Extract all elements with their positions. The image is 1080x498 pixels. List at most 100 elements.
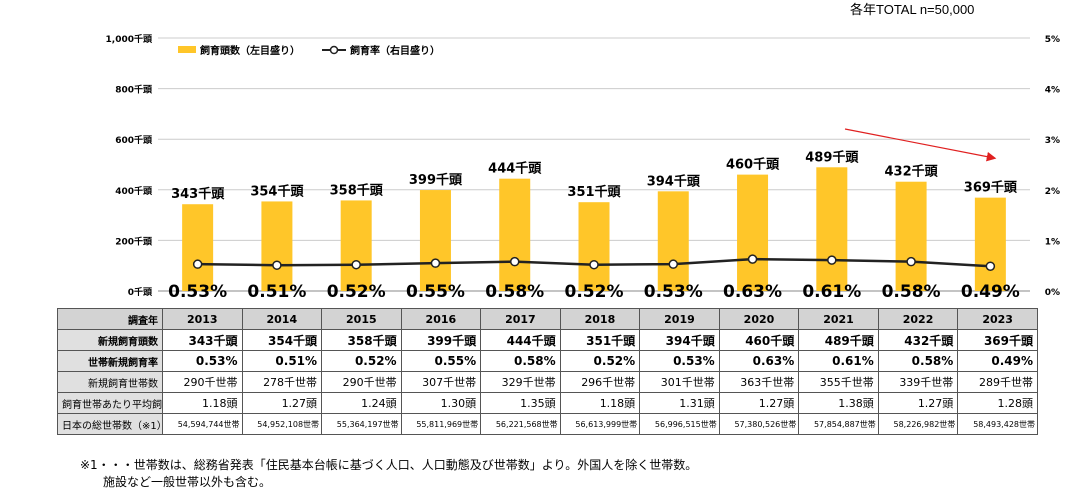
- table-row: 飼育世帯あたり平均飼育頭数1.18頭1.27頭1.24頭1.30頭1.35頭1.…: [57, 392, 1038, 414]
- trend-arrow: [844, 128, 997, 162]
- table-cell: 2023: [957, 308, 1038, 330]
- bar: [895, 181, 927, 291]
- bar: [737, 174, 769, 291]
- bar: [578, 202, 610, 291]
- table-cell: 54,594,744世帯: [162, 413, 243, 435]
- table-row: 世帯新規飼育率 0.53% 0.51% 0.52% 0.55% 0.58% 0.52% 0.5…: [57, 350, 1038, 372]
- table-cell: 2017: [480, 308, 561, 330]
- table-cell: 58,226,982世帯: [877, 413, 959, 435]
- table-cell: 56,221,568世帯: [480, 413, 561, 435]
- bar-value-label: 351千頭: [567, 184, 621, 200]
- table-cell: 394千頭: [639, 329, 720, 351]
- table-row: 調査年 2013 2014 2015 2016 2017 2018 2019 2020 2021 2…: [57, 308, 1038, 330]
- table-cell: 56,996,515世帯: [639, 413, 720, 435]
- bar-value-label: 354千頭: [250, 183, 304, 199]
- table-cell: 1.27頭: [877, 392, 959, 414]
- table-cell: 2022: [877, 308, 959, 330]
- y-left-tick-label: 600千頭: [115, 134, 153, 146]
- bar: [261, 201, 293, 291]
- table-cell: 1.27頭: [241, 392, 323, 414]
- table-row: 日本の総世帯数（※1） 54,594,744世帯 54,952,108世帯 55,36…: [57, 413, 1038, 435]
- y-right-tick-label: 0%: [1045, 288, 1060, 298]
- y-right-tick-label: 3%: [1045, 136, 1060, 146]
- table-cell: 489千頭: [798, 329, 879, 351]
- rate-value-label: 0.58%: [882, 282, 941, 302]
- row-label: 飼育世帯あたり平均飼育頭数: [57, 392, 163, 414]
- rate-value-label: 0.52%: [327, 282, 386, 302]
- table-cell: 351千頭: [559, 329, 641, 351]
- bar: [499, 178, 531, 291]
- rate-value-label: 0.51%: [247, 282, 306, 302]
- row-label: 新規飼育頭数: [57, 329, 163, 351]
- y-left-tick-label: 800千頭: [115, 84, 153, 96]
- table-row: 新規飼育頭数 343千頭 354千頭 358千頭 399千頭 444千頭 351千頭 394千…: [57, 329, 1038, 351]
- legend-line-label: 飼育率（右目盛り）: [349, 44, 440, 57]
- table-cell: 296千世帯: [559, 371, 641, 393]
- table-cell: 0.53%: [639, 350, 720, 372]
- legend-bar-label: 飼育頭数（左目盛り）: [199, 44, 300, 57]
- table-cell: 0.58%: [480, 350, 561, 372]
- table-cell: 0.51%: [241, 350, 323, 372]
- bar-value-label: 394千頭: [647, 173, 701, 189]
- table-cell: 58,493,428世帯: [957, 413, 1038, 435]
- table-cell: 1.24頭: [321, 392, 402, 414]
- row-label: 日本の総世帯数（※1）: [57, 413, 163, 435]
- rate-value-label: 0.61%: [802, 282, 861, 302]
- table-cell: 369千頭: [957, 329, 1038, 351]
- y-right-tick-label: 4%: [1045, 86, 1060, 96]
- table-cell: 460千頭: [718, 329, 800, 351]
- bar-value-label: 358千頭: [330, 182, 384, 198]
- y-left-tick-label: 400千頭: [115, 185, 153, 197]
- table-cell: 2021: [798, 308, 879, 330]
- table-cell: 1.18頭: [559, 392, 641, 414]
- table-cell: 1.27頭: [718, 392, 800, 414]
- rate-point: [351, 259, 361, 270]
- table-cell: 399千頭: [400, 329, 482, 351]
- table-cell: 56,613,999世帯: [559, 413, 641, 435]
- table-cell: 2016: [400, 308, 482, 330]
- table-cell: 0.55%: [400, 350, 482, 372]
- table-cell: 2013: [162, 308, 243, 330]
- table-cell: 1.31頭: [639, 392, 720, 414]
- bar-value-label: 489千頭: [805, 149, 859, 165]
- table-cell: 1.18頭: [162, 392, 243, 414]
- table-cell: 57,380,526世帯: [718, 413, 800, 435]
- table-cell: 0.49%: [957, 350, 1038, 372]
- rate-value-label: 0.53%: [168, 282, 227, 302]
- table-cell: 55,364,197世帯: [321, 413, 402, 435]
- bar: [657, 191, 689, 291]
- rate-point: [509, 256, 520, 267]
- table-cell: 355千世帯: [798, 371, 879, 393]
- table-cell: 307千世帯: [400, 371, 482, 393]
- rate-value-label: 0.53%: [644, 282, 703, 302]
- row-label: 新規飼育世帯数: [57, 371, 163, 393]
- rate-value-label: 0.52%: [565, 282, 624, 302]
- row-label: 調査年: [57, 308, 163, 330]
- table-cell: 0.52%: [559, 350, 641, 372]
- bar: [816, 167, 848, 291]
- row-label: 世帯新規飼育率: [57, 350, 163, 372]
- bar: [182, 204, 214, 291]
- sample-size-note: 各年TOTAL n=50,000: [850, 2, 975, 17]
- table-cell: 0.63%: [718, 350, 800, 372]
- bar-value-label: 399千頭: [409, 172, 463, 188]
- rate-point: [589, 259, 599, 270]
- rate-point: [985, 261, 996, 271]
- table-cell: 329千世帯: [480, 371, 561, 393]
- table-cell: 432千頭: [877, 329, 959, 351]
- bar: [340, 200, 372, 291]
- bar-value-label: 369千頭: [964, 180, 1018, 196]
- table-cell: 2014: [241, 308, 323, 330]
- rate-value-label: 0.58%: [485, 282, 544, 302]
- table-cell: 363千世帯: [718, 371, 800, 393]
- bar-value-label: 432千頭: [885, 164, 939, 180]
- table-cell: 0.58%: [877, 350, 959, 372]
- table-cell: 290千世帯: [162, 371, 243, 393]
- legend-bar-swatch: [178, 46, 196, 53]
- rate-point: [827, 255, 837, 265]
- legend-line-marker: [329, 45, 339, 55]
- table-cell: 0.53%: [162, 350, 243, 372]
- y-right-tick-label: 5%: [1045, 35, 1060, 45]
- rate-point: [272, 260, 282, 270]
- bar-value-label: 444千頭: [488, 161, 542, 177]
